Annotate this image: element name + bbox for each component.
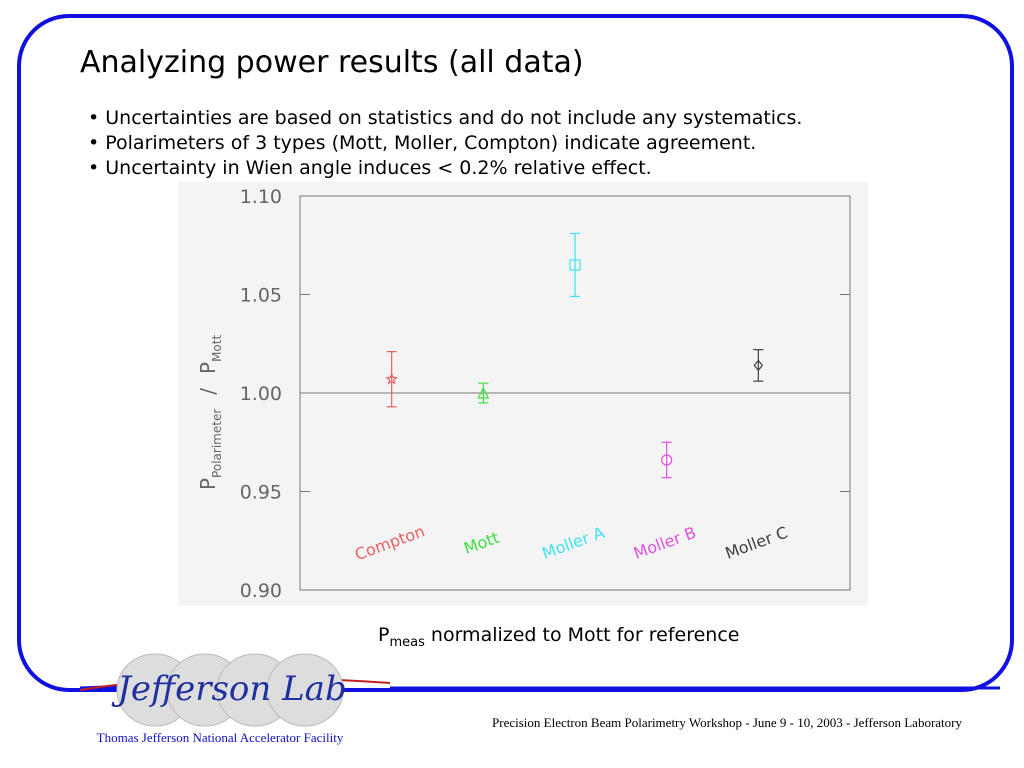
marker bbox=[753, 359, 764, 372]
y-tick-label: 1.00 bbox=[240, 383, 282, 405]
y-tick-label: 1.10 bbox=[240, 186, 282, 208]
chart-background bbox=[178, 182, 868, 606]
slide-title: Analyzing power results (all data) bbox=[80, 45, 584, 80]
marker bbox=[385, 372, 398, 385]
slide-border bbox=[17, 14, 1014, 692]
y-tick-label: 0.95 bbox=[240, 482, 282, 504]
facility-name: Thomas Jefferson National Accelerator Fa… bbox=[97, 730, 344, 745]
caption: Pmeas normalized to Mott for reference bbox=[378, 624, 740, 650]
logo: Jefferson Lab bbox=[79, 653, 391, 727]
marker bbox=[569, 259, 581, 271]
y-tick-label: 1.05 bbox=[240, 285, 282, 307]
bullet: • Uncertainty in Wien angle induces < 0.… bbox=[88, 157, 652, 179]
footer-text: Precision Electron Beam Polarimetry Work… bbox=[492, 715, 962, 730]
bullet: • Polarimeters of 3 types (Mott, Moller,… bbox=[88, 132, 756, 154]
marker bbox=[661, 454, 673, 466]
logo-text: Jefferson Lab bbox=[111, 669, 346, 709]
marker bbox=[477, 386, 490, 399]
y-tick-label: 0.90 bbox=[240, 580, 282, 602]
bullet: • Uncertainties are based on statistics … bbox=[88, 107, 802, 129]
y-axis-label: PPolarimeter/PMott bbox=[196, 335, 224, 490]
